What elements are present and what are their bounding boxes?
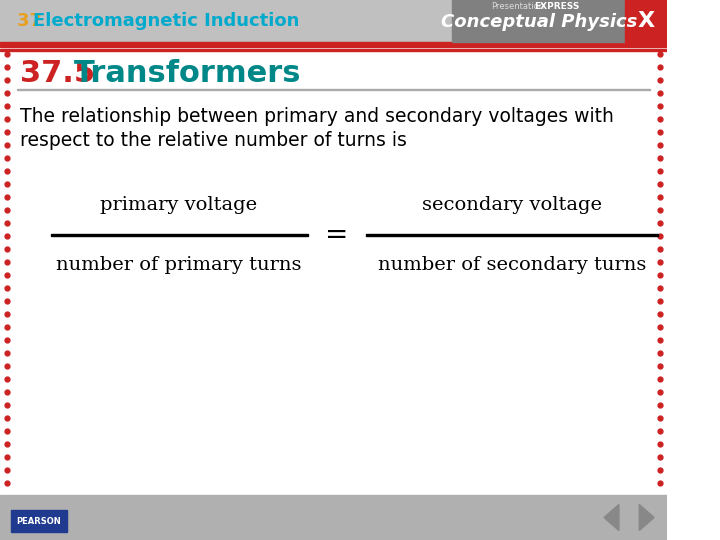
Bar [17,89,650,90]
Text: Transformers: Transformers [74,58,302,87]
Text: number of primary turns: number of primary turns [56,256,302,274]
Bar [0,42,667,47]
Polygon shape [604,504,619,530]
Text: secondary voltage: secondary voltage [423,196,603,214]
Text: Electromagnetic Induction: Electromagnetic Induction [33,12,300,30]
Text: respect to the relative number of turns is: respect to the relative number of turns … [20,131,408,150]
Text: 37: 37 [17,12,48,30]
Text: PEARSON: PEARSON [17,516,61,525]
Text: X: X [637,11,654,31]
Text: Presentation: Presentation [491,2,544,11]
Bar [366,234,658,236]
Bar [11,510,67,532]
Bar [626,0,667,42]
Polygon shape [639,504,654,530]
Bar [0,0,667,42]
Bar [51,234,307,236]
Text: 37.5: 37.5 [20,58,96,87]
Text: Conceptual Physics: Conceptual Physics [441,13,637,31]
Text: The relationship between primary and secondary voltages with: The relationship between primary and sec… [20,106,614,125]
Text: =: = [325,221,348,248]
Bar [452,0,626,42]
Text: number of secondary turns: number of secondary turns [378,256,647,274]
Bar [0,49,667,51]
Text: primary voltage: primary voltage [100,196,257,214]
Text: EXPRESS: EXPRESS [534,2,580,11]
Bar [0,495,667,540]
